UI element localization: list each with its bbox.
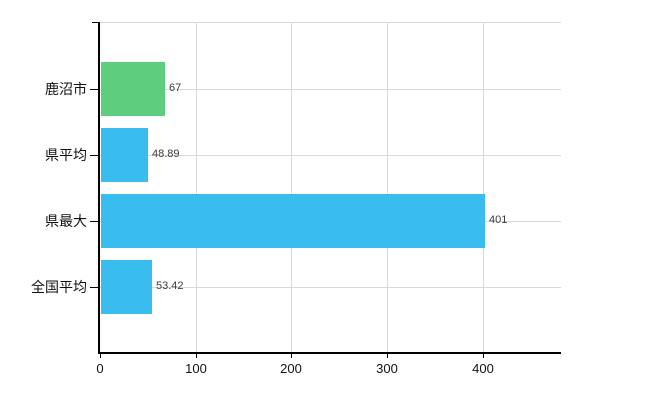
y-axis-top-tick <box>92 22 100 23</box>
bar-3 <box>101 260 152 314</box>
gridline-y-1 <box>100 155 561 156</box>
x-tick-100 <box>196 354 197 358</box>
gridline-x-200 <box>291 22 292 352</box>
x-axis-line <box>98 352 561 354</box>
gridline-x-400 <box>483 22 484 352</box>
category-tick-3 <box>90 287 100 288</box>
gridline-x-100 <box>196 22 197 352</box>
x-tick-label-0: 0 <box>96 361 104 376</box>
x-tick-200 <box>291 354 292 358</box>
x-tick-label-200: 200 <box>280 361 302 376</box>
bar-value-label-2: 401 <box>489 214 508 226</box>
category-label-0: 鹿沼市 <box>45 81 87 97</box>
category-label-3: 全国平均 <box>31 279 87 295</box>
plot-top-border <box>100 22 561 23</box>
gridline-y-0 <box>100 89 561 90</box>
y-axis-line <box>98 22 100 354</box>
gridline-y-3 <box>100 287 561 288</box>
bar-2 <box>101 194 485 248</box>
x-tick-400 <box>483 354 484 358</box>
category-tick-1 <box>90 155 100 156</box>
bar-value-label-1: 48.89 <box>152 148 180 160</box>
bar-value-label-0: 67 <box>169 82 182 94</box>
bar-value-label-3: 53.42 <box>156 280 184 292</box>
bar-1 <box>101 128 148 182</box>
gridline-x-300 <box>387 22 388 352</box>
x-tick-0 <box>100 354 101 358</box>
category-tick-0 <box>90 89 100 90</box>
x-tick-label-300: 300 <box>376 361 398 376</box>
category-tick-2 <box>90 221 100 222</box>
x-tick-label-100: 100 <box>185 361 207 376</box>
bar-0 <box>101 62 165 116</box>
category-label-1: 県平均 <box>45 147 87 163</box>
x-tick-label-400: 400 <box>472 361 494 376</box>
category-label-2: 県最大 <box>45 213 87 229</box>
x-tick-300 <box>387 354 388 358</box>
